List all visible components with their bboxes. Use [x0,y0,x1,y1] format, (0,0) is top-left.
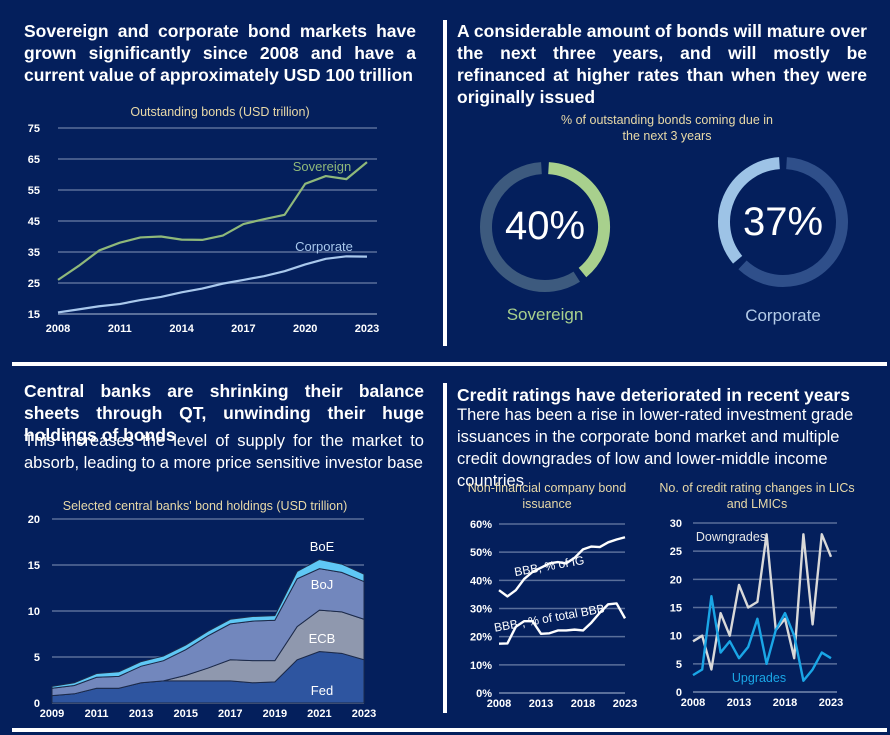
donut-arc-corporate [718,157,781,264]
x-tick-label: 2021 [307,708,331,720]
x-tick-label: 2023 [613,698,637,710]
panel-bond-markets: Sovereign and corporate bond markets hav… [0,0,440,350]
headline-bond-markets: Sovereign and corporate bond markets hav… [24,21,416,85]
chart-rating-changes: 0 5 10 15 20 25 30 2008 2013 2018 2023 Downgrades Up… [670,518,843,709]
y-tick-label: 15 [670,603,682,615]
donut-label-corporate: Corporate [745,306,821,325]
chart-title-rating-changes: No. of credit rating changes in LICs and… [659,481,855,511]
x-tick-label: 2018 [571,698,595,710]
line-bbb-ig [498,536,626,598]
subtext-credit-ratings: There has been a rise in lower-rated inv… [457,406,854,490]
divider-bottom-horizontal [12,728,887,732]
area-label-boj: BoJ [311,577,333,592]
donut-label-sovereign: Sovereign [506,305,584,324]
divider-bottom-vertical [443,383,447,713]
area-boe [51,558,365,689]
y-tick-label: 0 [676,687,682,699]
chart-nfc-issuance: 0% 10% 20% 30% 40% 50% 60% 2008 2013 2018 2023 BBB,… [470,519,637,710]
panel-maturity: A considerable amount of bonds will matu… [447,0,890,350]
donut-arc-sovereign [548,162,610,278]
divider-top-vertical [443,20,447,346]
divider-middle-horizontal [12,362,887,366]
y-tick-label: 20 [28,514,40,526]
x-tick-label: 2018 [773,697,797,709]
chart-title-outstanding: Outstanding bonds (USD trillion) [130,105,310,119]
y-tick-label: 15 [28,560,40,572]
area-label-fed: Fed [311,683,333,698]
y-tick-label: 65 [28,154,40,166]
y-tick-label: 20% [470,632,492,644]
x-tick-label: 2011 [108,323,132,335]
x-tick-label: 2019 [263,708,287,720]
donut-track-corporate [738,157,848,287]
y-tick-label: 55 [28,185,40,197]
headline-maturity: A considerable amount of bonds will matu… [457,21,867,107]
line-upgrades [692,595,832,682]
x-tick-label: 2015 [173,708,197,720]
x-tick-label: 2011 [85,708,109,720]
x-tick-label: 2023 [355,323,379,335]
donut-charts [480,157,848,292]
series-label-corporate: Corporate [295,239,353,254]
y-tick-label: 50% [470,547,492,559]
series-label-bbb-ig: BBB, % of IG [513,553,585,579]
series-label-upgrades: Upgrades [732,671,786,685]
y-tick-label: 5 [34,652,40,664]
x-tick-label: 2013 [727,697,751,709]
y-tick-label: 15 [28,309,40,321]
y-tick-label: 30 [670,518,682,530]
chart-title-cb-holdings: Selected central banks' bond holdings (U… [62,499,348,513]
x-tick-label: 2008 [487,698,511,710]
y-tick-label: 30% [470,604,492,616]
y-tick-label: 35 [28,247,40,259]
series-label-downgrades: Downgrades [696,530,766,544]
y-tick-label: 25 [670,546,682,558]
x-tick-label: 2014 [169,323,194,335]
chart-cb-holdings: 0 5 10 15 20 2009 2011 2013 2015 2017 2019 2021 2023… [28,514,376,720]
panel-central-banks: Central banks are shrinking their balanc… [0,368,440,728]
x-tick-label: 2023 [352,708,376,720]
series-label-sovereign: Sovereign [293,159,352,174]
y-tick-label: 60% [470,519,492,531]
area-label-ecb: ECB [309,631,336,646]
x-tick-label: 2020 [293,323,317,335]
donut-value-sovereign: 40% [504,204,586,248]
x-tick-label: 2023 [819,697,843,709]
y-tick-label: 5 [676,659,682,671]
headline-credit-ratings: Credit ratings have deteriorated in rece… [457,385,850,405]
x-tick-label: 2013 [129,708,153,720]
y-tick-label: 45 [28,216,40,228]
y-tick-label: 0 [34,698,40,710]
subtext-central-banks: This increases the level of supply for t… [24,432,424,472]
chart-title-line2: the next 3 years [622,129,712,143]
y-tick-label: 10 [28,606,40,618]
line-sovereign [57,161,368,281]
y-tick-label: 10 [670,631,682,643]
line-downgrades [692,533,833,671]
line-bbb-minus [498,602,627,645]
y-tick-label: 75 [28,123,40,135]
chart-outstanding-bonds: 15 25 35 45 55 65 75 2008 2011 2014 2017 2020 2023 So… [28,123,379,335]
y-tick-label: 0% [476,688,492,700]
series-label-bbb-minus: BBB-, % of total BBB [493,601,606,634]
donut-track-sovereign [480,162,580,292]
chart-title-line1: % of outstanding bonds coming due in [561,113,773,127]
y-tick-label: 40% [470,575,492,587]
y-tick-label: 20 [670,574,682,586]
y-tick-label: 10% [470,660,492,672]
x-tick-label: 2013 [529,698,553,710]
donut-value-corporate: 37% [742,200,824,244]
x-tick-label: 2009 [40,708,64,720]
chart-title-nfc: Non-financial company bond issuance [467,481,627,511]
y-tick-label: 25 [28,278,40,290]
area-label-boe: BoE [310,539,335,554]
headline-central-banks: Central banks are shrinking their balanc… [24,381,424,445]
x-tick-label: 2008 [681,697,705,709]
panel-credit-ratings: Credit ratings have deteriorated in rece… [447,368,890,728]
x-tick-label: 2017 [218,708,242,720]
chart-title-bonds-due: % of outstanding bonds coming due in the… [517,112,817,144]
x-tick-label: 2008 [46,323,70,335]
x-tick-label: 2017 [231,323,255,335]
line-corporate [57,255,368,314]
